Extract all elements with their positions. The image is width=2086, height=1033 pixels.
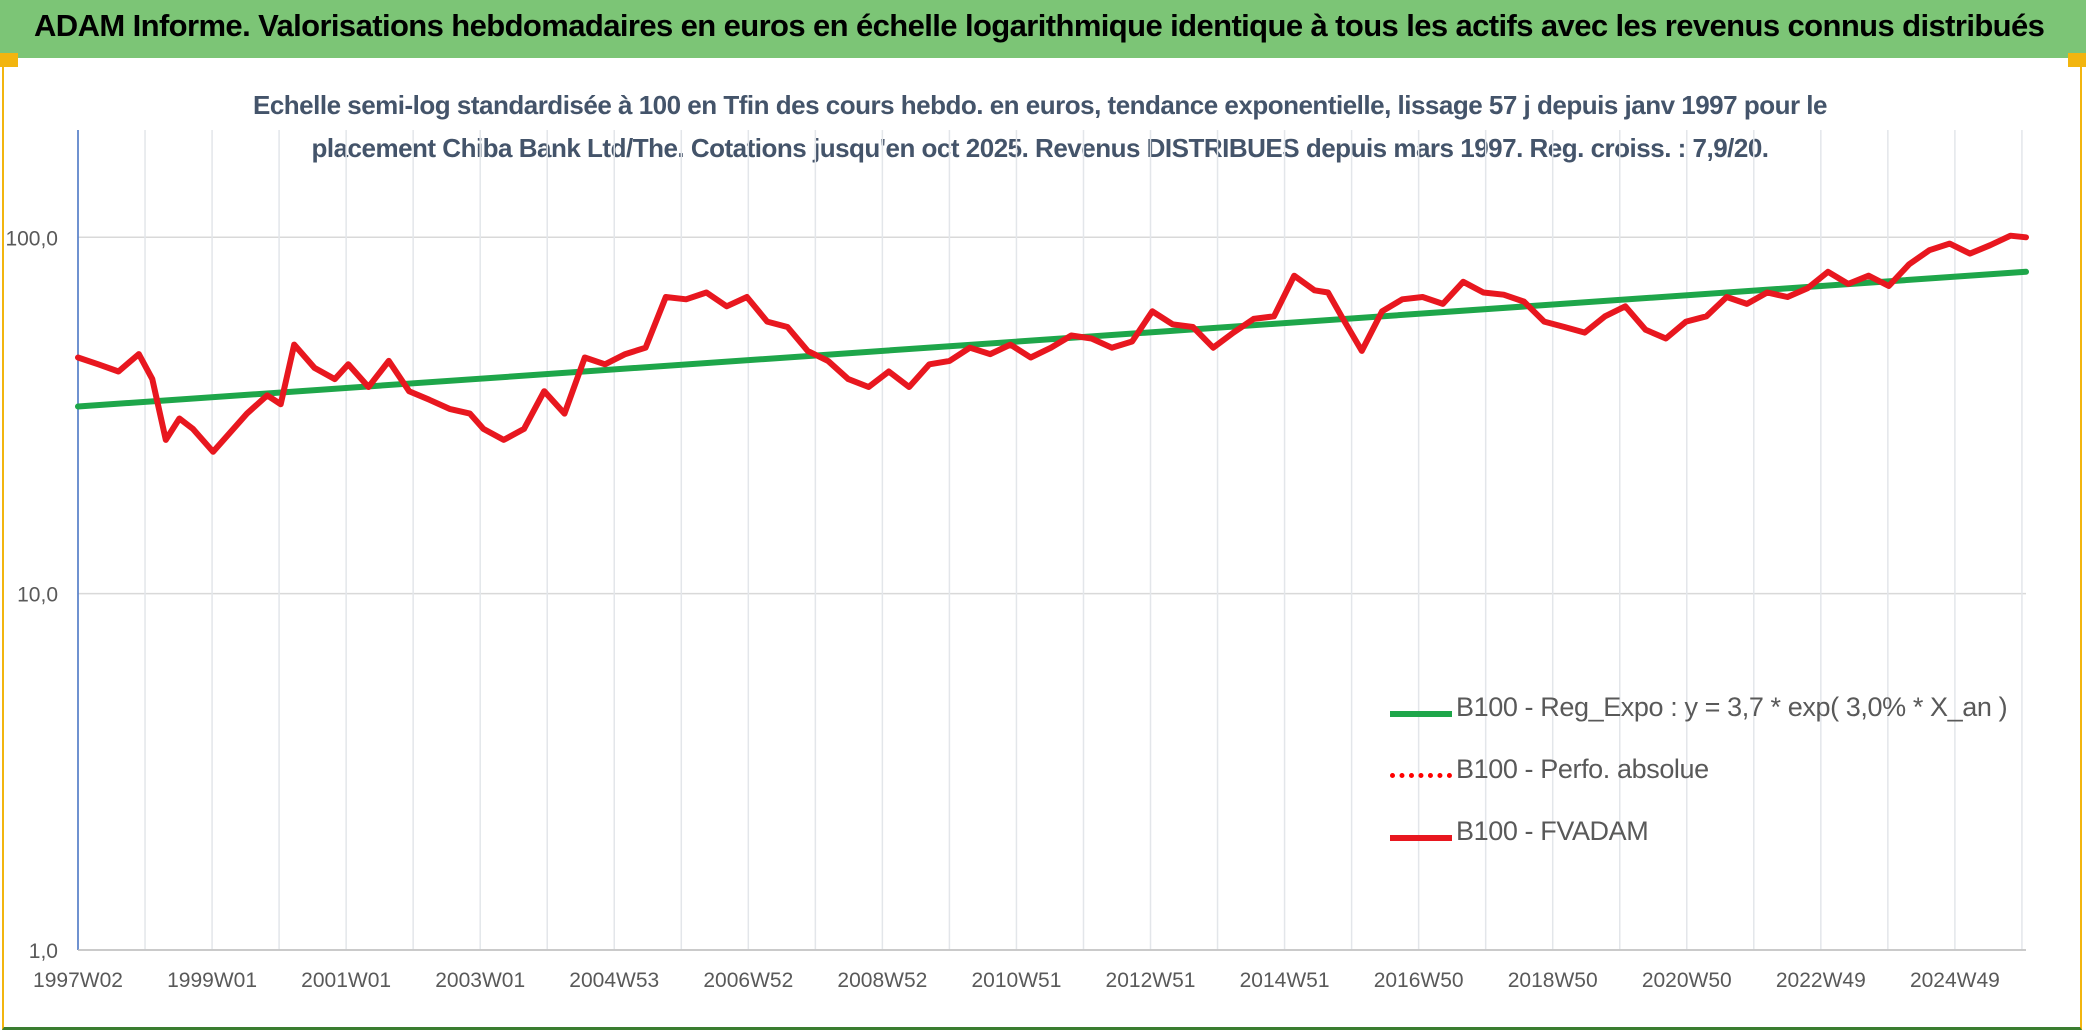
x-tick-label: 1997W02 [33,969,123,992]
x-tick-label: 2012W51 [1106,969,1196,992]
chart-subtitle-line2: placement Chiba Bank Ltd/The. Cotations … [311,133,1769,163]
x-tick-label: 2022W49 [1776,969,1866,992]
fvadam-line [75,232,2029,455]
legend-swatch-fvadam [1390,835,1452,841]
x-tick-label: 2020W50 [1642,969,1732,992]
x-tick-label: 2024W49 [1910,969,2000,992]
chart-subtitle-line1: Echelle semi-log standardisée à 100 en T… [252,90,1828,120]
x-tick-label: 2008W52 [837,969,927,992]
x-tick-label: 2003W01 [435,969,525,992]
chart-frame [2,64,2082,1030]
report-title: ADAM Informe. Valorisations hebdomadaire… [34,8,2045,43]
legend-label-fvadam: B100 - FVADAM [1456,816,1649,846]
y-tick-label: 1,0 [29,940,58,963]
legend-label-regression: B100 - Reg_Expo : y = 3,7 * exp( 3,0% * … [1456,692,2008,722]
x-tick-label: 2016W50 [1374,969,1464,992]
corner-decoration-right [2068,53,2086,67]
legend-swatch-absolute [1390,773,1452,778]
x-tick-label: 2004W53 [569,969,659,992]
x-tick-label: 2006W52 [703,969,793,992]
x-tick-label: 2010W51 [971,969,1061,992]
x-tick-label: 2001W01 [301,969,391,992]
corner-decoration-left [0,53,18,67]
x-tick-label: 2014W51 [1240,969,1330,992]
legend-label-absolute: B100 - Perfo. absolue [1456,754,1709,784]
y-tick-label: 10,0 [17,584,58,607]
legend-swatch-regression [1390,711,1452,717]
x-tick-label: 1999W01 [167,969,257,992]
y-tick-label: 100,0 [5,227,58,250]
title-bar: ADAM Informe. Valorisations hebdomadaire… [0,0,2086,58]
x-tick-label: 2018W50 [1508,969,1598,992]
